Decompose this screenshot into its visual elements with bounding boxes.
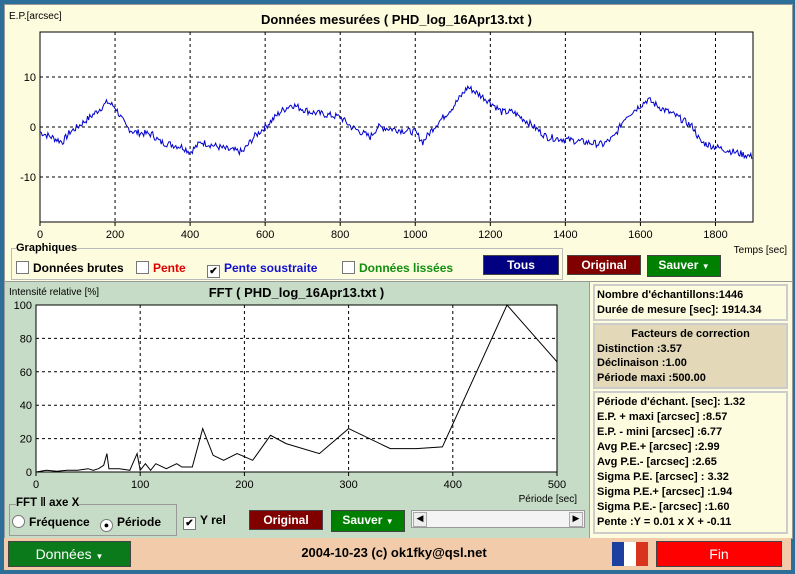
smoothed-data-label: Données lissées xyxy=(359,261,454,275)
y-axis-label: Intensité relative [%] xyxy=(9,287,99,298)
donnees-dropdown-button[interactable]: Données ▼ xyxy=(8,541,131,567)
stat-line: Pente :Y = 0.01 x X + -0.11 xyxy=(597,516,732,528)
y-tick-label: 40 xyxy=(20,400,32,412)
credit-text: 2004-10-23 (c) ok1fky@qsl.net xyxy=(301,545,487,560)
x-tick-label: 400 xyxy=(181,229,199,241)
y-rel-checkbox[interactable]: ✔ Y rel xyxy=(183,513,226,530)
tous-button[interactable]: Tous xyxy=(483,255,559,275)
x-tick-label: 1400 xyxy=(553,229,577,241)
y-tick-label: 10 xyxy=(24,72,36,84)
scroll-left-icon[interactable]: ◀ xyxy=(413,512,427,527)
stats-panel: Nombre d'échantillons:1446 Durée de mesu… xyxy=(589,281,793,539)
sample-info-box: Nombre d'échantillons:1446 Durée de mesu… xyxy=(593,284,788,321)
dropdown-arrow-icon: ▼ xyxy=(385,517,394,526)
x-tick-label: 400 xyxy=(444,479,462,491)
x-tick-label: 800 xyxy=(331,229,349,241)
y-tick-label: -10 xyxy=(20,172,36,184)
x-tick-label: 0 xyxy=(37,229,43,241)
x-tick-label: 1800 xyxy=(703,229,727,241)
fft-sauver-label: Sauver xyxy=(342,513,383,527)
stat-line: Avg P.E.- [arcsec] :2.65 xyxy=(597,456,717,468)
y-tick-label: 20 xyxy=(20,434,32,446)
original-button[interactable]: Original xyxy=(567,255,641,275)
x-tick-label: 0 xyxy=(33,479,39,491)
raw-data-label: Données brutes xyxy=(33,261,124,275)
series-line xyxy=(40,84,753,160)
correction-title: Facteurs de correction xyxy=(631,328,750,340)
stat-line: Sigma P.E. [arcsec] : 3.32 xyxy=(597,471,729,483)
plot-area xyxy=(35,304,558,473)
periode-label: Période xyxy=(117,515,162,529)
frequence-label: Fréquence xyxy=(29,515,90,529)
bottom-bar: Données ▼ 2004-10-23 (c) ok1fky@qsl.net … xyxy=(4,538,791,570)
sauver-label: Sauver xyxy=(658,258,699,272)
x-tick-label: 200 xyxy=(106,229,124,241)
raw-data-checkbox[interactable]: Données brutes xyxy=(16,261,124,275)
fft-sauver-dropdown-button[interactable]: Sauver ▼ xyxy=(331,510,405,532)
x-tick-label: 300 xyxy=(339,479,357,491)
fft-axis-group: FFT ‖ axe X Fréquence ● Période xyxy=(9,497,177,536)
smoothed-data-checkbox[interactable]: Données lissées xyxy=(342,261,453,275)
slope-label: Pente xyxy=(153,261,186,275)
y-tick-label: 0 xyxy=(30,122,36,134)
french-flag-icon[interactable] xyxy=(612,542,648,566)
declinaison: Déclinaison :1.00 xyxy=(597,357,687,369)
distinction: Distinction :3.57 xyxy=(597,342,682,355)
y-tick-label: 0 xyxy=(26,467,32,479)
slope-subtracted-label: Pente soustraite xyxy=(224,261,318,275)
x-tick-label: 600 xyxy=(256,229,274,241)
frequence-radio[interactable]: Fréquence xyxy=(12,515,90,529)
stat-line: E.P. - mini [arcsec] :6.77 xyxy=(597,426,723,438)
x-tick-label: 200 xyxy=(235,479,253,491)
stat-line: Période d'échant. [sec]: 1.32 xyxy=(597,396,746,408)
x-axis-label: Période [sec] xyxy=(519,494,578,505)
duration: Durée de mesure [sec]: 1914.34 xyxy=(597,303,762,316)
stat-line: Sigma P.E.+ [arcsec] :1.94 xyxy=(597,486,733,498)
slope-checkbox[interactable]: Pente xyxy=(136,261,186,275)
sauver-dropdown-button[interactable]: Sauver ▼ xyxy=(647,255,721,277)
sample-count: Nombre d'échantillons:1446 xyxy=(597,289,744,301)
y-tick-label: 100 xyxy=(14,300,32,312)
fft-panel: 0 100 200 300 400 500 0 20 40 60 80 100 FFT ( PHD_lo… xyxy=(4,281,590,539)
series-line xyxy=(35,304,558,473)
scroll-right-icon[interactable]: ▶ xyxy=(569,512,583,527)
statistics-box: Période d'échant. [sec]: 1.32 E.P. + maxi… xyxy=(593,391,788,534)
x-tick-label: 1000 xyxy=(403,229,427,241)
measured-data-chart: 0 200 400 600 800 1000 1200 1400 1600 1800 -10 0 10 D… xyxy=(9,11,788,256)
correction-factors-box: Facteurs de correction Distinction :3.57… xyxy=(593,323,788,389)
x-tick-label: 1200 xyxy=(478,229,502,241)
donnees-label: Données xyxy=(35,546,92,562)
slope-subtracted-checkbox[interactable]: ✔ Pente soustraite xyxy=(207,261,317,278)
y-tick-label: 60 xyxy=(20,367,32,379)
stat-line: E.P. + maxi [arcsec] :8.57 xyxy=(597,411,728,423)
fft-chart: 0 100 200 300 400 500 0 20 40 60 80 100 FFT ( PHD_lo… xyxy=(9,285,578,505)
fft-original-button[interactable]: Original xyxy=(249,510,323,530)
fft-axis-label: FFT ‖ axe X xyxy=(16,497,80,509)
chart-title: Données mesurées ( PHD_log_16Apr13.txt ) xyxy=(261,12,532,27)
graphiques-group: Graphiques Données brutes Pente ✔ Pente s… xyxy=(11,242,563,280)
y-axis-label: E.P.[arcsec] xyxy=(9,11,62,22)
x-tick-label: 100 xyxy=(131,479,149,491)
stat-line: Avg P.E.+ [arcsec] :2.99 xyxy=(597,441,720,453)
fft-scrollbar[interactable]: ◀ ▶ xyxy=(411,510,585,528)
x-tick-label: 1600 xyxy=(628,229,652,241)
x-axis-label: Temps [sec] xyxy=(734,245,788,256)
x-tick-label: 500 xyxy=(548,479,566,491)
dropdown-arrow-icon: ▼ xyxy=(95,552,104,561)
stat-line: Sigma P.E.- [arcsec] :1.60 xyxy=(597,501,730,513)
fin-button[interactable]: Fin xyxy=(656,541,782,567)
chart-title: FFT ( PHD_log_16Apr13.txt ) xyxy=(209,285,385,300)
periode-maxi: Période maxi :500.00 xyxy=(597,371,706,384)
graphiques-label: Graphiques xyxy=(16,242,78,254)
dropdown-arrow-icon: ▼ xyxy=(701,262,710,271)
periode-radio[interactable]: ● Période xyxy=(100,515,161,532)
measured-data-panel: 0 200 400 600 800 1000 1200 1400 1600 1800 -10 0 10 D… xyxy=(4,4,793,282)
y-rel-label: Y rel xyxy=(200,513,226,527)
y-tick-label: 80 xyxy=(20,333,32,345)
